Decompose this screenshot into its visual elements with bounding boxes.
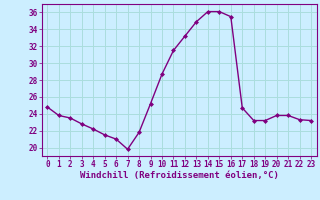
X-axis label: Windchill (Refroidissement éolien,°C): Windchill (Refroidissement éolien,°C): [80, 171, 279, 180]
